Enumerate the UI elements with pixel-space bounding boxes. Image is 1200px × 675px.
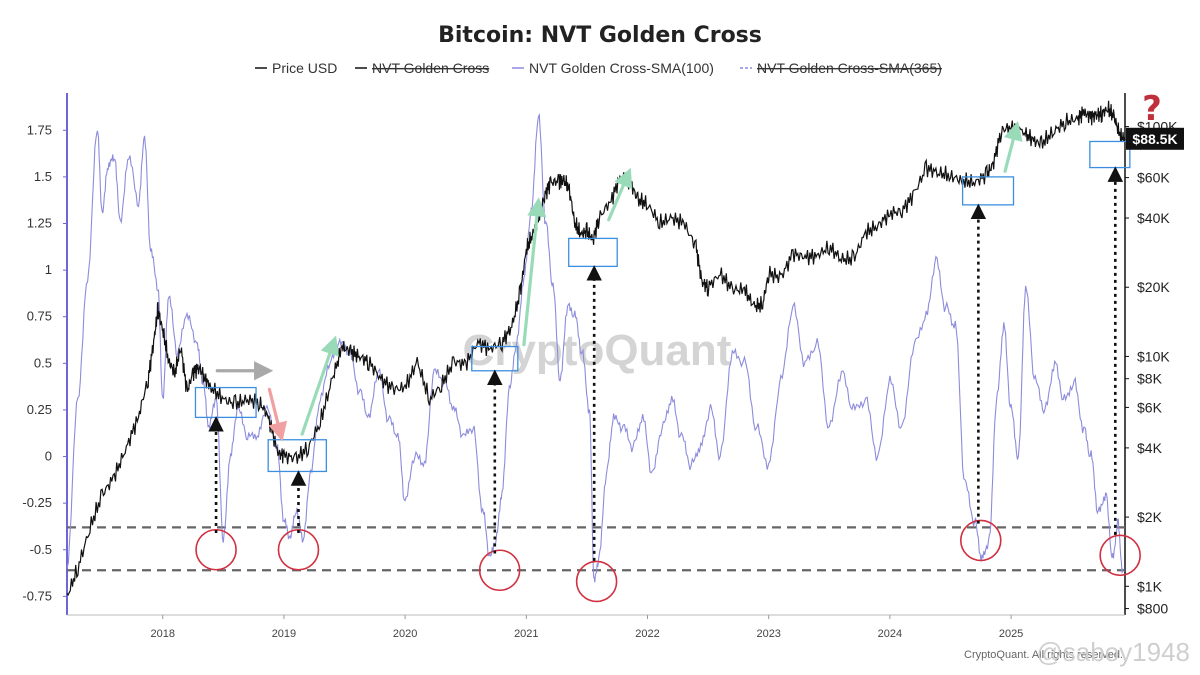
bottom-circle xyxy=(277,528,320,571)
chart-title: Bitcoin: NVT Golden Cross xyxy=(438,23,762,48)
legend-item[interactable]: NVT Golden Cross xyxy=(355,60,489,76)
y-right-tick-label: $4K xyxy=(1137,440,1163,456)
trend-arrow xyxy=(522,197,547,347)
x-tick-label: 2021 xyxy=(514,628,538,640)
y-right-tick-label: $40K xyxy=(1137,210,1170,226)
y-left-tick-label: 1.75 xyxy=(27,122,52,137)
bottom-circle xyxy=(195,528,237,571)
x-tick-label: 2022 xyxy=(635,628,659,640)
trend-arrow xyxy=(1003,120,1023,173)
watermark: CryptoQuant xyxy=(463,326,732,375)
legend-label: Price USD xyxy=(272,60,337,76)
bottom-circle xyxy=(575,560,618,603)
y-left-tick-label: -0.5 xyxy=(30,542,52,557)
bottom-circle xyxy=(1099,534,1141,577)
x-tick-label: 2019 xyxy=(272,628,296,640)
legend-item[interactable]: NVT Golden Cross-SMA(365) xyxy=(740,60,942,76)
y-left-tick-label: 1.25 xyxy=(27,216,52,231)
current-price-label: $88.5K xyxy=(1132,131,1177,147)
x-tick-label: 2018 xyxy=(150,628,174,640)
y-left-tick-label: 0.75 xyxy=(27,309,52,324)
highlight-box xyxy=(267,439,327,473)
legend-label: NVT Golden Cross xyxy=(372,60,489,76)
legend-item[interactable]: Price USD xyxy=(255,60,337,76)
highlight-box xyxy=(961,176,1015,206)
plot-area: 1.75 1.5 1.25 1 0.75 0.5 0.25 0 -0.25 -0.5 -0.75 $1… xyxy=(22,93,1184,640)
legend: Price USD NVT Golden Cross NVT Golden Cros… xyxy=(255,60,942,76)
trend-arrow xyxy=(300,335,339,436)
legend-label: NVT Golden Cross-SMA(100) xyxy=(529,60,714,76)
y-right-tick-label: $1K xyxy=(1137,578,1163,594)
y-left-tick-label: 0.25 xyxy=(27,402,52,417)
legend-item[interactable]: NVT Golden Cross-SMA(100) xyxy=(512,60,714,76)
nvt-sma100-line xyxy=(66,112,1124,583)
trend-arrow xyxy=(607,167,633,222)
y-right-tick-label: $800 xyxy=(1137,601,1168,617)
footer-handle: @saboy1948 xyxy=(1036,637,1190,667)
bottom-circle xyxy=(478,549,521,592)
y-left-tick-label: 0 xyxy=(45,449,52,464)
x-tick-label: 2025 xyxy=(999,628,1023,640)
y-left-tick-label: 1 xyxy=(45,262,52,277)
question-mark: ? xyxy=(1142,89,1162,129)
price-usd-line xyxy=(66,100,1126,597)
y-left-tick-label: 1.5 xyxy=(34,169,52,184)
current-price-badge xyxy=(1126,127,1184,150)
trend-arrow xyxy=(267,387,288,442)
footer-source: CryptoQuant. All rights reserved. xyxy=(964,649,1123,661)
legend-label: NVT Golden Cross-SMA(365) xyxy=(757,60,942,76)
y-left-tick-label: -0.75 xyxy=(22,588,52,603)
y-right-tick-label: $10K xyxy=(1137,348,1170,364)
y-left-tick-label: -0.25 xyxy=(22,495,52,510)
y-right-tick-label: $20K xyxy=(1137,279,1170,295)
y-right-tick-label: $2K xyxy=(1137,509,1163,525)
x-tick-label: 2020 xyxy=(393,628,417,640)
bottom-circle xyxy=(959,519,1002,562)
y-right-tick-label: $6K xyxy=(1137,399,1163,415)
x-tick-label: 2024 xyxy=(878,628,902,640)
y-right-tick-label: $60K xyxy=(1137,170,1170,186)
highlight-box xyxy=(194,386,257,419)
y-right-tick-label: $8K xyxy=(1137,371,1163,387)
y-left-tick-label: 0.5 xyxy=(34,355,52,370)
x-tick-label: 2023 xyxy=(756,628,780,640)
highlight-box xyxy=(1089,140,1131,169)
